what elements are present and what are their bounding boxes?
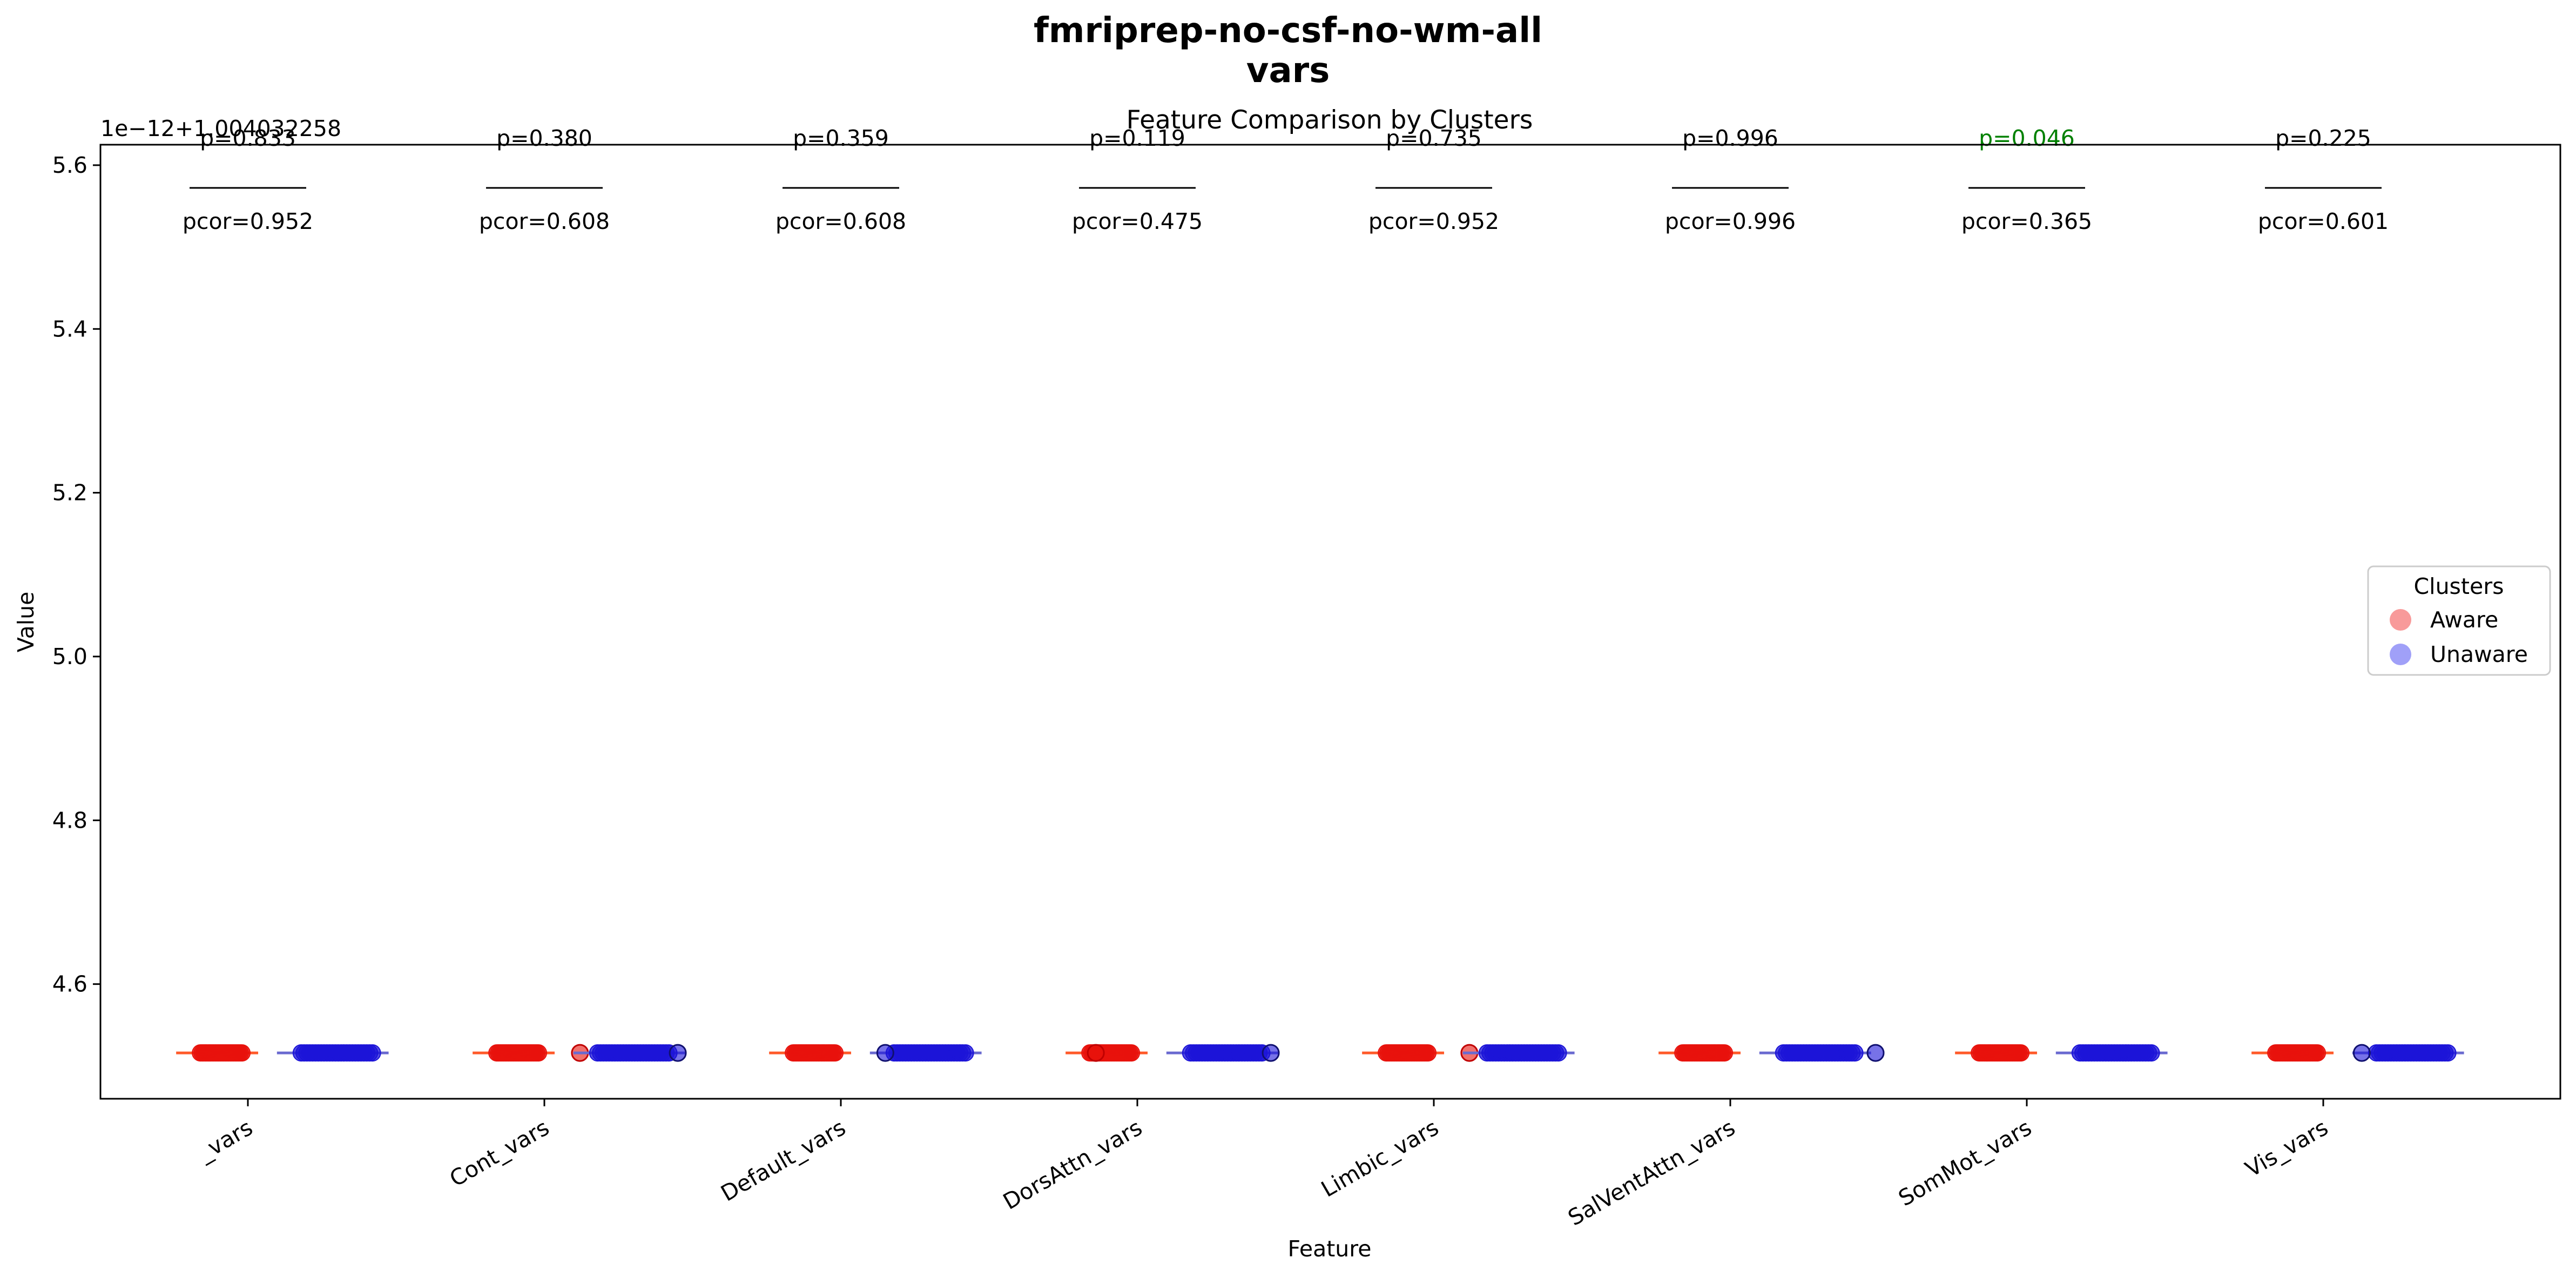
x-tick-label: Default_vars xyxy=(717,1114,850,1207)
p-value-label: p=0.225 xyxy=(2275,125,2371,151)
legend-label-unaware: Unaware xyxy=(2430,641,2528,667)
y-axis-ticks: 4.6 4.8 5.0 5.2 5.4 5.6 xyxy=(52,152,100,997)
legend-marker-aware xyxy=(2390,609,2411,631)
x-tick-label: _vars xyxy=(193,1114,257,1166)
data-point-unaware xyxy=(2439,1044,2457,1062)
outlier-point-unaware xyxy=(1262,1044,1280,1062)
outlier-point-unaware xyxy=(669,1044,687,1062)
data-point-unaware xyxy=(2142,1044,2160,1062)
y-tick-label: 5.0 xyxy=(52,644,87,670)
y-tick-label: 5.6 xyxy=(52,152,87,178)
x-tick-label: Cont_vars xyxy=(445,1114,554,1192)
figure-title-line-1: fmriprep-no-csf-no-wm-all xyxy=(1034,11,1542,51)
legend-marker-unaware xyxy=(2390,644,2411,665)
x-tick-label: DorsAttn_vars xyxy=(999,1114,1147,1215)
p-value-label: p=0.046 xyxy=(1979,125,2075,151)
pcor-label: pcor=0.996 xyxy=(1665,208,1796,234)
x-axis-label: Feature xyxy=(1288,1236,1372,1262)
data-point-aware xyxy=(2012,1044,2030,1062)
p-value-label: p=0.996 xyxy=(1682,125,1778,151)
p-value-label: p=0.833 xyxy=(200,125,296,151)
pcor-label: pcor=0.952 xyxy=(183,208,313,234)
outlier-point-unaware xyxy=(2352,1044,2371,1062)
data-point-aware xyxy=(1123,1044,1141,1062)
y-tick-label: 4.8 xyxy=(52,807,87,833)
data-point-unaware xyxy=(956,1044,974,1062)
y-axis-offset-label: 1e−12+1.004032258 xyxy=(100,116,341,141)
data-point-unaware xyxy=(1549,1044,1567,1062)
x-tick-label: Vis_vars xyxy=(2241,1114,2332,1182)
p-value-label: p=0.119 xyxy=(1089,125,1185,151)
p-value-label: p=0.380 xyxy=(496,125,592,151)
x-tick-label: SomMot_vars xyxy=(1894,1114,2036,1211)
plot-area: p=0.833 pcor=0.952 p=0.380 pcor=0.608 p=0.35… xyxy=(176,125,2464,1062)
y-tick-label: 5.4 xyxy=(52,316,87,342)
legend-label-aware: Aware xyxy=(2430,607,2498,633)
x-tick-label: Limbic_vars xyxy=(1317,1114,1443,1202)
data-point-aware xyxy=(233,1044,251,1062)
y-tick-label: 5.2 xyxy=(52,480,87,506)
figure-title-line-2: vars xyxy=(1246,51,1330,91)
y-axis-label: Value xyxy=(13,592,39,653)
pcor-label: pcor=0.608 xyxy=(479,208,610,234)
data-point-unaware xyxy=(363,1044,381,1062)
pcor-label: pcor=0.608 xyxy=(776,208,906,234)
x-tick-label: SalVentAttn_vars xyxy=(1563,1114,1739,1231)
pcor-label: pcor=0.475 xyxy=(1072,208,1203,234)
axes-title: Feature Comparison by Clusters xyxy=(1127,105,1533,135)
legend-title: Clusters xyxy=(2414,573,2504,599)
p-value-label: p=0.359 xyxy=(793,125,889,151)
data-point-aware xyxy=(826,1044,844,1062)
pcor-label: pcor=0.365 xyxy=(1961,208,2092,234)
legend: Clusters Aware Unaware xyxy=(2367,565,2551,676)
outlier-point-aware xyxy=(1087,1044,1105,1062)
data-point-aware xyxy=(1716,1044,1734,1062)
outlier-point-unaware xyxy=(1866,1044,1885,1062)
legend-box xyxy=(2367,565,2551,676)
data-point-unaware xyxy=(1846,1044,1864,1062)
p-value-label: p=0.735 xyxy=(1386,125,1482,151)
y-tick-label: 4.6 xyxy=(52,971,87,997)
data-point-aware xyxy=(2309,1044,2327,1062)
x-axis-ticks: _vars Cont_vars Default_vars DorsAttn_vars L… xyxy=(193,1099,2332,1231)
pcor-label: pcor=0.601 xyxy=(2258,208,2389,234)
pcor-label: pcor=0.952 xyxy=(1368,208,1499,234)
data-point-aware xyxy=(1419,1044,1437,1062)
outlier-point-unaware xyxy=(876,1044,894,1062)
data-point-aware xyxy=(530,1044,548,1062)
axes-frame xyxy=(99,144,2561,1100)
